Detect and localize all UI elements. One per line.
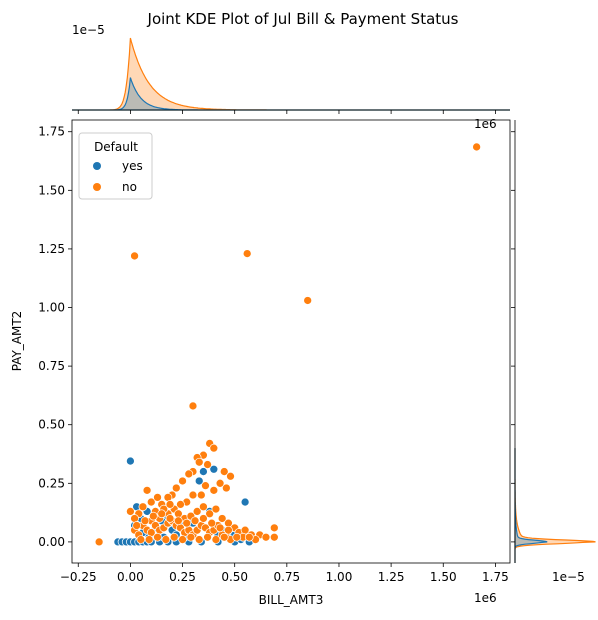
scatter-point-no <box>204 533 212 541</box>
scatter-point-no <box>172 484 180 492</box>
scatter-point-no <box>139 503 147 511</box>
scatter-point-no <box>210 444 218 452</box>
y-offset-label: 1e6 <box>474 117 497 131</box>
y-tick-label: 0.75 <box>38 359 65 373</box>
y-tick-label: 1.25 <box>38 242 65 256</box>
y-axis-label: PAY_AMT2 <box>10 311 24 372</box>
scatter-point-no <box>270 524 278 532</box>
legend-title: Default <box>94 140 138 154</box>
scatter-point-no <box>191 517 199 525</box>
x-tick-label: 1.00 <box>326 570 353 584</box>
x-axis-label: BILL_AMT3 <box>259 593 324 607</box>
scatter-point-no <box>270 533 278 541</box>
scatter-point-no <box>195 458 203 466</box>
scatter-point-no <box>220 533 228 541</box>
legend-marker-no <box>93 183 101 191</box>
scatter-point-no <box>166 500 174 508</box>
scatter-point-no <box>199 514 207 522</box>
y-tick-label: 0.50 <box>38 418 65 432</box>
scatter-point-yes <box>199 468 207 476</box>
scatter-point-no <box>149 512 157 520</box>
legend-label-no: no <box>122 180 137 194</box>
scatter-point-no <box>179 477 187 485</box>
y-tick-label: 0.00 <box>38 535 65 549</box>
x-tick-label: 0.25 <box>169 570 196 584</box>
scatter-point-no <box>304 296 312 304</box>
x-tick-label: 0.00 <box>117 570 144 584</box>
x-tick-label: −0.25 <box>60 570 97 584</box>
scatter-point-no <box>262 533 270 541</box>
scatter-point-no <box>189 491 197 499</box>
y-tick-label: 1.00 <box>38 301 65 315</box>
scatter-point-no <box>245 533 253 541</box>
scatter-point-no <box>162 536 170 544</box>
scatter-point-no <box>227 472 235 480</box>
scatter-point-no <box>166 514 174 522</box>
scatter-point-no <box>224 526 232 534</box>
right-marginal-offset-label: 1e−5 <box>552 570 585 584</box>
scatter-point-no <box>233 533 241 541</box>
y-tick-label: 0.25 <box>38 476 65 490</box>
x-offset-label: 1e6 <box>474 591 497 605</box>
scatter-point-no <box>204 461 212 469</box>
scatter-point-no <box>212 505 220 513</box>
x-tick-label: 1.25 <box>378 570 405 584</box>
scatter-point-no <box>189 402 197 410</box>
scatter-point-no <box>170 533 178 541</box>
scatter-point-no <box>95 538 103 546</box>
scatter-point-no <box>158 510 166 518</box>
scatter-point-no <box>185 470 193 478</box>
scatter-point-no <box>210 486 218 494</box>
scatter-point-no <box>154 493 162 501</box>
legend: Default yes no <box>79 133 152 199</box>
scatter-point-no <box>212 536 220 544</box>
scatter-point-no <box>183 519 191 527</box>
scatter-point-no <box>216 479 224 487</box>
y-tick-label: 1.75 <box>38 125 65 139</box>
scatter-point-no <box>473 143 481 151</box>
scatter-point-no <box>145 536 153 544</box>
scatter-point-no <box>133 521 141 529</box>
legend-marker-yes <box>93 162 101 170</box>
scatter-point-no <box>131 252 139 260</box>
scatter-point-no <box>199 503 207 511</box>
scatter-point-no <box>208 519 216 527</box>
scatter-point-no <box>197 491 205 499</box>
x-tick-label: 0.75 <box>273 570 300 584</box>
x-tick-label: 0.50 <box>221 570 248 584</box>
scatter-point-no <box>243 250 251 258</box>
scatter-point-no <box>137 536 145 544</box>
scatter-point-no <box>126 507 134 515</box>
scatter-point-no <box>195 536 203 544</box>
scatter-point-no <box>174 517 182 525</box>
x-tick-label: 1.50 <box>430 570 457 584</box>
chart-title: Joint KDE Plot of Jul Bill & Payment Sta… <box>147 10 459 28</box>
scatter-point-no <box>143 486 151 494</box>
scatter-point-no <box>187 533 195 541</box>
y-tick-label: 1.50 <box>38 183 65 197</box>
scatter-point-no <box>179 536 187 544</box>
scatter-point-no <box>201 482 209 490</box>
legend-label-yes: yes <box>122 159 143 173</box>
x-tick-label: 1.75 <box>482 570 509 584</box>
scatter-point-no <box>141 517 149 525</box>
scatter-point-yes <box>126 457 134 465</box>
scatter-point-no <box>216 524 224 532</box>
scatter-point-yes <box>241 498 249 506</box>
top-marginal-offset-label: 1e−5 <box>72 23 105 37</box>
scatter-point-no <box>154 533 162 541</box>
